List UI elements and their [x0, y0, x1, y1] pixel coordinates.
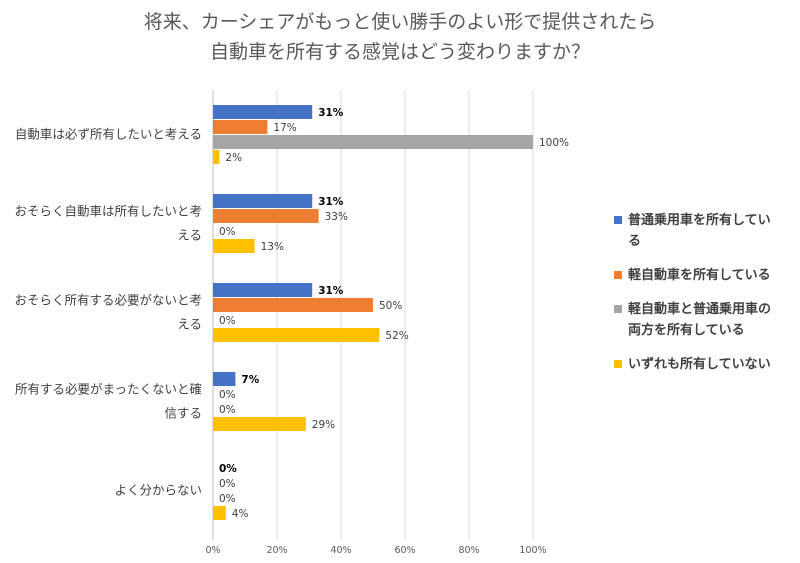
category-label: よく分からない	[114, 483, 202, 498]
data-label: 31%	[318, 196, 344, 208]
data-label: 13%	[261, 241, 284, 253]
category-label: 自動車は必ず所有したいと考える	[15, 127, 202, 142]
data-label: 4%	[232, 508, 249, 520]
bars	[213, 105, 533, 520]
data-label: 50%	[379, 300, 402, 312]
x-tick-label: 40%	[330, 545, 351, 556]
data-label: 0%	[219, 404, 236, 416]
data-label: 0%	[219, 463, 237, 475]
data-label: 31%	[318, 107, 344, 119]
category-label: おそらく所有する必要がないと考	[14, 293, 202, 308]
data-label: 52%	[385, 330, 408, 342]
chart-title: 将来、カーシェアがもっと使い勝手のよい形で提供されたら自動車を所有する感覚はどう…	[144, 11, 657, 63]
data-label: 2%	[225, 152, 242, 164]
legend-swatch	[614, 305, 622, 313]
legend-label: いずれも所有していない	[628, 357, 771, 372]
x-tick-label: 100%	[519, 545, 546, 556]
x-tick-label: 80%	[458, 545, 479, 556]
legend-label: 普通乗用車を所有している	[628, 213, 771, 249]
legend-label: 軽自動車を所有している	[628, 268, 771, 283]
legend-item: 軽自動車を所有している	[614, 265, 794, 286]
x-tick-label: 20%	[266, 545, 287, 556]
data-label: 0%	[219, 493, 236, 505]
data-label: 31%	[318, 285, 344, 297]
data-label: 0%	[219, 226, 236, 238]
data-label: 0%	[219, 478, 236, 490]
chart-gridlines	[212, 90, 534, 540]
chart-title-line: 自動車を所有する感覚はどう変わりますか？	[210, 41, 590, 63]
legend-swatch	[614, 360, 622, 368]
bar	[213, 239, 255, 253]
data-label: 7%	[241, 374, 259, 386]
category-label: える	[177, 317, 202, 332]
bar	[213, 194, 313, 208]
bar	[213, 506, 226, 520]
bar	[213, 372, 236, 386]
bar	[213, 417, 306, 431]
legend-item: いずれも所有していない	[614, 354, 794, 375]
data-label: 100%	[539, 137, 569, 149]
category-label: おそらく自動車は所有したいと考	[14, 204, 202, 219]
category-label: 信する	[164, 406, 202, 421]
data-label: 0%	[219, 315, 236, 327]
bar	[213, 209, 319, 223]
data-label: 29%	[312, 419, 335, 431]
bar	[213, 328, 380, 342]
x-axis-tick-labels: 0% 20% 40% 60% 80% 100%	[205, 545, 546, 556]
x-tick-label: 0%	[205, 545, 220, 556]
data-label: 33%	[325, 211, 348, 223]
legend-label: 軽自動車と普通乗用車の 両方を所有している	[628, 302, 772, 338]
legend-item: 軽自動車と普通乗用車の 両方を所有している	[614, 299, 794, 341]
bar	[213, 150, 220, 164]
chart-title-line: 将来、カーシェアがもっと使い勝手のよい形で提供されたら	[144, 11, 657, 33]
category-label: える	[177, 228, 202, 243]
chart-legend: 普通乗用車を所有している軽自動車を所有している軽自動車と普通乗用車の 両方を所有し…	[614, 210, 794, 388]
bar	[213, 105, 313, 119]
data-label: 0%	[219, 389, 236, 401]
bar	[213, 283, 313, 297]
legend-swatch	[614, 271, 622, 279]
bar	[213, 135, 533, 149]
category-label: 所有する必要がまったくないと確	[15, 382, 202, 397]
data-label: 17%	[273, 122, 296, 134]
data-labels: 31% 17% 100% 2% 31% 33% 0% 13% 31% 50% 0% 52% 7% 0% 0%…	[219, 107, 569, 520]
legend-swatch	[614, 216, 622, 224]
bar	[213, 120, 268, 134]
legend-item: 普通乗用車を所有している	[614, 210, 794, 252]
bar	[213, 298, 373, 312]
x-tick-label: 60%	[394, 545, 415, 556]
category-labels: 自動車は必ず所有したいと考えるおそらく自動車は所有したいと考えるおそらく所有する…	[14, 127, 202, 498]
